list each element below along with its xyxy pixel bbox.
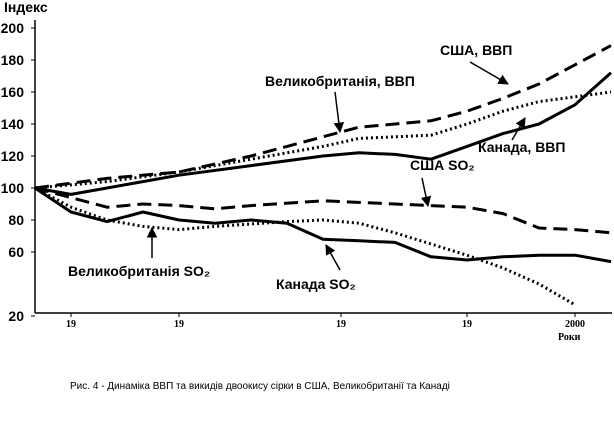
x-tick-label: 2000 — [565, 319, 585, 330]
y-axis-label: Індекс — [4, 0, 48, 15]
x-tick-label: 19 — [66, 319, 76, 330]
arrow — [469, 61, 509, 85]
caption: Рис. 4 - Динаміка ВВП та викидів двоокис… — [70, 380, 450, 392]
series-line — [34, 186, 612, 235]
x-tick-label: 19 — [336, 319, 346, 330]
x-tick-label: 19 — [462, 319, 472, 330]
annotation: США, ВВП — [440, 42, 512, 58]
series-line — [34, 71, 612, 196]
y-tick-label: 120 — [1, 148, 25, 164]
y-tick-label: 80 — [8, 212, 24, 228]
y-tick-label: 100 — [1, 180, 25, 196]
arrow — [420, 177, 432, 208]
annotation: Великобританія SO₂ — [68, 263, 210, 279]
series-line — [34, 186, 576, 307]
y-tick-label: 140 — [1, 116, 25, 132]
arrow — [325, 244, 341, 271]
series-line — [34, 44, 612, 190]
x-axis-label: Роки — [558, 332, 581, 343]
annotation: Канада, ВВП — [478, 139, 565, 155]
arrow — [333, 91, 345, 134]
y-tick-label: 20 — [8, 308, 24, 324]
y-tick-label: 200 — [1, 20, 25, 36]
y-tick-label: 160 — [1, 84, 25, 100]
y-tick-label: 180 — [1, 52, 25, 68]
annotation: Великобританія, ВВП — [265, 73, 415, 89]
annotation: США SO₂ — [410, 157, 475, 173]
annotation: Канада SO₂ — [276, 276, 356, 292]
series-line — [34, 186, 612, 264]
y-tick-label: 60 — [8, 244, 24, 260]
x-tick-label: 19 — [174, 319, 184, 330]
